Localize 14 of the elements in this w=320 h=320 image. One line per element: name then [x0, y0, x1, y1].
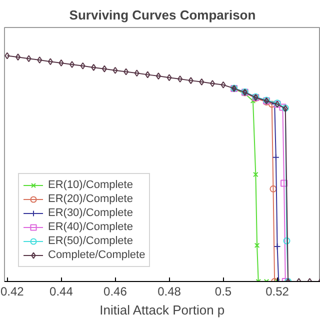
- legend-label: ER(20)/Complete: [48, 192, 133, 206]
- legend-label: ER(30)/Complete: [48, 206, 133, 220]
- x-tick-label: 0.42: [0, 284, 24, 298]
- x-tick-label: 0.44: [50, 284, 74, 298]
- legend-label: ER(40)/Complete: [48, 220, 133, 234]
- chart-title: Surviving Curves Comparison: [69, 8, 256, 22]
- x-tick-label: 0.46: [104, 284, 128, 298]
- legend-label: ER(10)/Complete: [48, 178, 133, 192]
- legend-label: Complete/Complete: [48, 248, 146, 262]
- x-tick-label: 0.48: [158, 284, 182, 298]
- legend-label: ER(50)/Complete: [48, 234, 133, 248]
- x-tick-label: 0.5: [214, 284, 232, 298]
- x-axis-title: Initial Attack Portion p: [100, 302, 225, 318]
- x-tick-label: 0.52: [266, 284, 290, 298]
